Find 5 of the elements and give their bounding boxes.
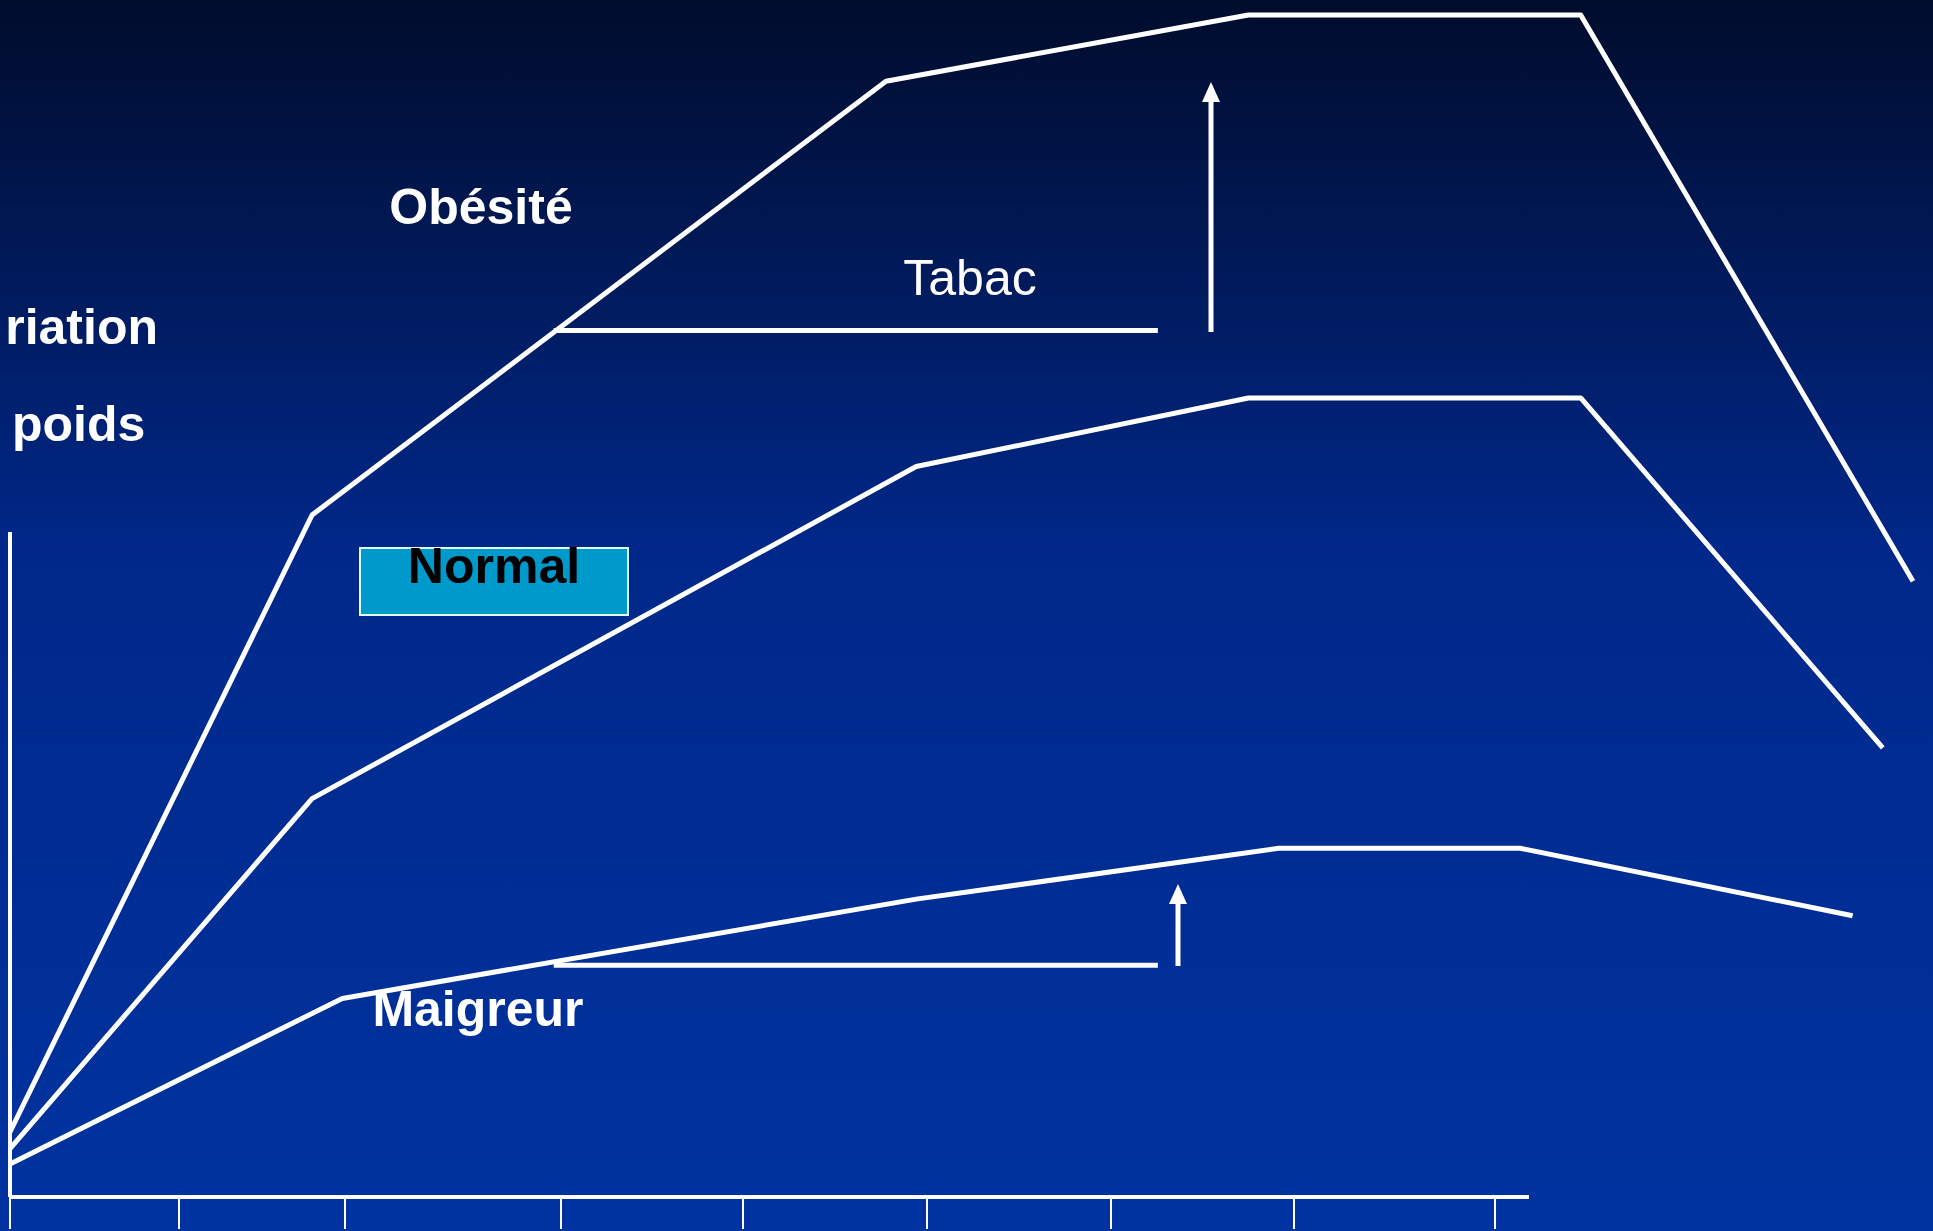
y-axis-title: riation poids	[5, 299, 158, 452]
annotation: Tabac	[903, 250, 1037, 306]
series-label: Obésité	[389, 179, 573, 235]
series-label: Maigreur	[372, 981, 584, 1037]
series-label: Normal	[407, 538, 581, 594]
